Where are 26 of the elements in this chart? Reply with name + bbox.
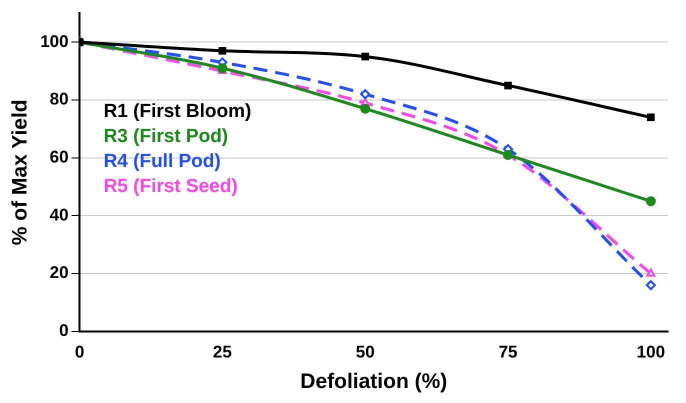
text: R1 (First Bloom) — [104, 101, 252, 122]
point — [218, 46, 226, 55]
point — [360, 104, 370, 114]
y-tick-label: 0 — [59, 321, 69, 340]
y-tick-label: 60 — [50, 148, 69, 167]
point — [504, 82, 512, 90]
point — [646, 280, 656, 290]
point — [360, 89, 370, 100]
x-tick-label: 100 — [636, 342, 666, 362]
point — [361, 52, 370, 60]
x-tick-label: 0 — [74, 342, 84, 362]
y-axis-title: % of Max Yield — [8, 99, 32, 246]
y-tick-label: 80 — [50, 90, 69, 109]
text: R3 (First Pod) — [104, 126, 228, 148]
x-tick-label: 25 — [212, 342, 232, 362]
point — [646, 196, 656, 206]
text: R4 (Full Pod) — [104, 151, 221, 172]
y-tick-label: 40 — [50, 205, 69, 224]
text: R5 (First Seed) — [104, 176, 238, 198]
y-tick-label: 20 — [50, 263, 69, 282]
x-axis-title: Defoliation (%) — [300, 370, 448, 394]
y-tick-label: 100 — [40, 32, 69, 51]
x-tick-label: 75 — [498, 342, 518, 362]
point — [647, 114, 655, 122]
point — [646, 268, 656, 277]
x-tick-label: 50 — [356, 342, 375, 362]
